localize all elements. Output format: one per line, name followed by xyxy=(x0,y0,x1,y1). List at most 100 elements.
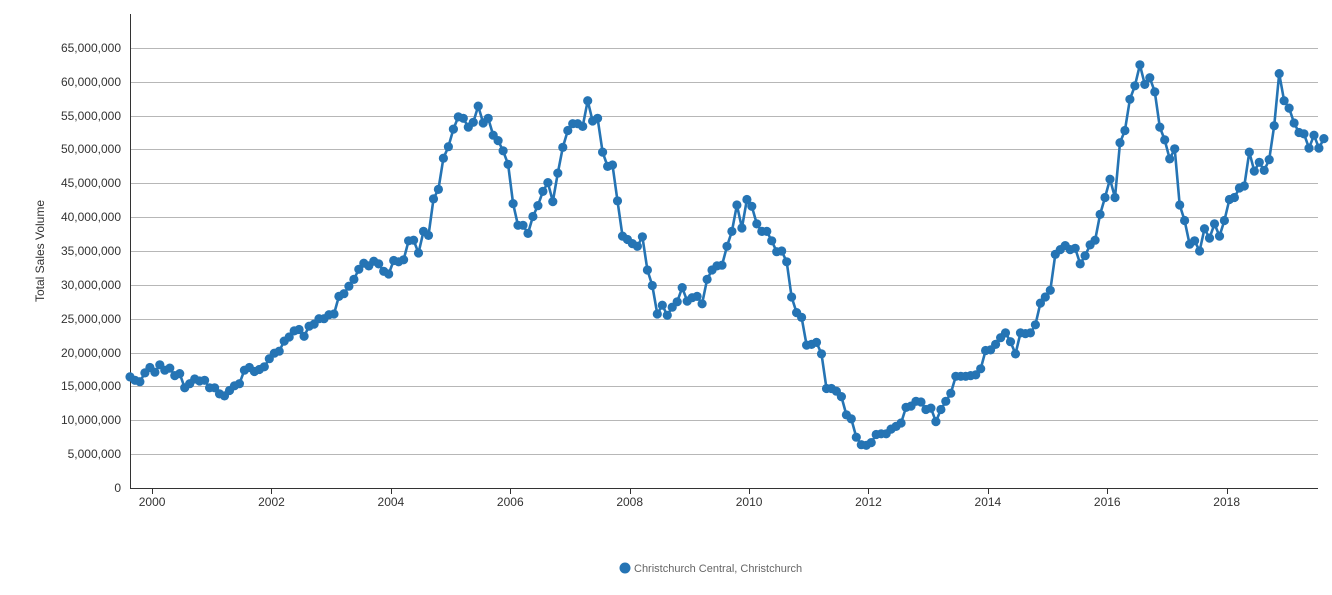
data-point[interactable] xyxy=(1204,233,1215,243)
data-point[interactable] xyxy=(1155,122,1165,132)
data-point[interactable] xyxy=(662,310,672,320)
data-point[interactable] xyxy=(1195,246,1205,256)
data-point[interactable] xyxy=(1170,144,1180,154)
data-point[interactable] xyxy=(538,186,548,196)
data-point[interactable] xyxy=(1025,328,1035,338)
data-point[interactable] xyxy=(259,362,269,372)
data-point[interactable] xyxy=(717,260,727,270)
data-point[interactable] xyxy=(274,346,284,356)
data-point[interactable] xyxy=(647,280,657,291)
data-point[interactable] xyxy=(851,432,861,442)
data-point[interactable] xyxy=(413,248,424,258)
data-point[interactable] xyxy=(493,136,503,146)
data-point[interactable] xyxy=(354,264,364,274)
data-point[interactable] xyxy=(1160,135,1170,145)
data-point[interactable] xyxy=(1254,157,1264,167)
data-point[interactable] xyxy=(896,418,906,428)
data-point[interactable] xyxy=(329,309,339,319)
data-point[interactable] xyxy=(175,369,185,379)
data-point[interactable] xyxy=(931,417,941,427)
data-point[interactable] xyxy=(732,200,742,210)
data-point[interactable] xyxy=(936,404,946,415)
data-point[interactable] xyxy=(458,113,468,123)
data-point[interactable] xyxy=(468,117,478,127)
data-point[interactable] xyxy=(548,197,558,207)
data-point[interactable] xyxy=(737,223,747,233)
data-point[interactable] xyxy=(339,289,349,299)
data-point[interactable] xyxy=(1244,147,1254,157)
data-point[interactable] xyxy=(1070,243,1080,253)
data-point[interactable] xyxy=(443,142,453,152)
data-point[interactable] xyxy=(433,184,443,194)
data-point[interactable] xyxy=(1190,236,1200,246)
data-point[interactable] xyxy=(1130,81,1140,91)
data-point[interactable] xyxy=(657,300,667,310)
data-point[interactable] xyxy=(782,257,792,267)
data-point[interactable] xyxy=(946,388,956,398)
data-point[interactable] xyxy=(1279,96,1289,106)
data-point[interactable] xyxy=(941,396,951,406)
data-point[interactable] xyxy=(1145,73,1155,83)
data-point[interactable] xyxy=(1219,215,1229,226)
data-point[interactable] xyxy=(1299,129,1309,139)
data-point[interactable] xyxy=(598,147,608,157)
data-point[interactable] xyxy=(384,269,394,279)
data-point[interactable] xyxy=(787,292,797,302)
data-point[interactable] xyxy=(697,299,707,309)
data-point[interactable] xyxy=(752,219,762,229)
data-point[interactable] xyxy=(722,241,732,251)
data-point[interactable] xyxy=(508,199,518,209)
data-point[interactable] xyxy=(1000,328,1011,338)
data-point[interactable] xyxy=(652,309,662,319)
data-point[interactable] xyxy=(533,201,543,211)
data-point[interactable] xyxy=(593,113,603,123)
data-point[interactable] xyxy=(1035,298,1045,308)
data-point[interactable] xyxy=(234,379,244,389)
data-point[interactable] xyxy=(1214,231,1225,241)
data-point[interactable] xyxy=(1175,200,1185,210)
data-point[interactable] xyxy=(1229,192,1239,203)
data-point[interactable] xyxy=(1110,192,1120,203)
data-point[interactable] xyxy=(518,220,528,230)
data-point[interactable] xyxy=(767,236,777,246)
data-point[interactable] xyxy=(284,332,294,342)
series-christchurch-central[interactable] xyxy=(125,60,1329,450)
data-point[interactable] xyxy=(1150,87,1160,97)
data-point[interactable] xyxy=(742,194,752,205)
data-point[interactable] xyxy=(1259,165,1269,175)
data-point[interactable] xyxy=(1075,259,1085,269)
legend[interactable]: Christchurch Central, Christchurch xyxy=(619,562,803,576)
data-point[interactable] xyxy=(150,367,160,377)
data-point[interactable] xyxy=(777,246,787,256)
data-point[interactable] xyxy=(448,124,458,134)
data-point[interactable] xyxy=(727,226,737,236)
data-point[interactable] xyxy=(1304,143,1314,153)
data-point[interactable] xyxy=(1090,235,1100,245)
data-point[interactable] xyxy=(1264,155,1274,165)
data-point[interactable] xyxy=(642,265,653,275)
data-point[interactable] xyxy=(866,438,876,448)
data-point[interactable] xyxy=(583,96,593,106)
data-point[interactable] xyxy=(409,235,419,245)
data-point[interactable] xyxy=(1165,154,1175,164)
data-point[interactable] xyxy=(349,274,359,284)
data-point[interactable] xyxy=(1135,60,1145,70)
data-point[interactable] xyxy=(438,153,448,163)
data-point[interactable] xyxy=(1095,209,1105,219)
data-point[interactable] xyxy=(811,337,822,347)
data-point[interactable] xyxy=(762,226,772,236)
data-point[interactable] xyxy=(543,178,553,188)
data-point[interactable] xyxy=(677,283,687,293)
data-point[interactable] xyxy=(1105,174,1115,184)
data-point[interactable] xyxy=(637,232,648,242)
data-point[interactable] xyxy=(523,228,533,238)
data-point[interactable] xyxy=(498,146,508,156)
data-point[interactable] xyxy=(294,324,304,335)
data-point[interactable] xyxy=(797,312,807,322)
data-point[interactable] xyxy=(1180,215,1190,226)
data-point[interactable] xyxy=(1010,349,1021,359)
data-point[interactable] xyxy=(528,211,538,222)
data-point[interactable] xyxy=(374,259,384,269)
data-point[interactable] xyxy=(846,414,856,424)
data-point[interactable] xyxy=(702,274,712,284)
